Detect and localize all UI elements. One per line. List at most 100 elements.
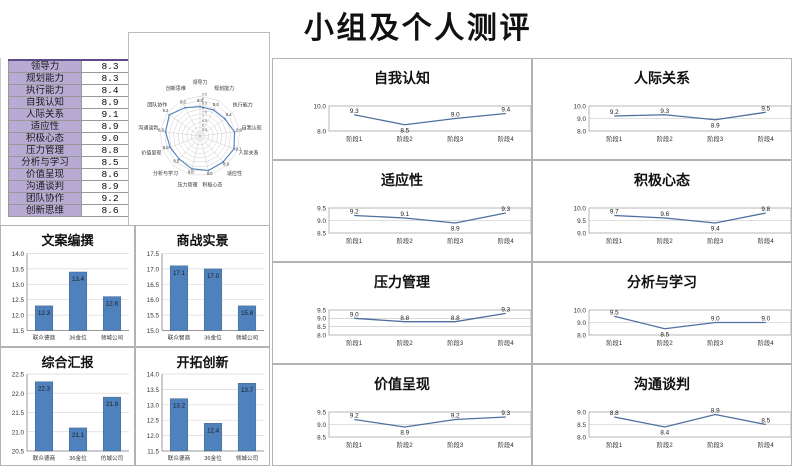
svg-text:8.8: 8.8 <box>400 315 409 322</box>
svg-text:阶段3: 阶段3 <box>447 134 464 143</box>
svg-text:7: 7 <box>202 115 204 119</box>
svg-text:领导力: 领导力 <box>192 79 207 86</box>
svg-text:自我认知: 自我认知 <box>242 125 262 132</box>
svg-text:9.6: 9.6 <box>660 211 669 218</box>
svg-text:8.5: 8.5 <box>400 127 409 134</box>
svg-text:20.5: 20.5 <box>12 449 25 456</box>
svg-text:9.2: 9.2 <box>350 413 359 420</box>
svg-text:36金位: 36金位 <box>69 334 87 342</box>
svg-text:8.0: 8.0 <box>577 332 586 339</box>
svg-text:9.0: 9.0 <box>711 316 720 323</box>
svg-text:9.5: 9.5 <box>761 105 770 112</box>
svg-text:13.7: 13.7 <box>241 387 254 394</box>
svg-text:阶段3: 阶段3 <box>707 440 724 449</box>
svg-text:8.5: 8.5 <box>317 324 326 331</box>
svg-text:11.5: 11.5 <box>12 328 24 335</box>
svg-text:9.0: 9.0 <box>577 320 586 327</box>
svg-text:阶段4: 阶段4 <box>498 338 515 347</box>
svg-text:压力管理: 压力管理 <box>178 181 198 188</box>
svg-text:8.9: 8.9 <box>711 408 720 415</box>
svg-text:22.3: 22.3 <box>38 386 51 393</box>
svg-text:8.0: 8.0 <box>317 332 326 339</box>
svg-text:8: 8 <box>202 106 204 110</box>
svg-text:17.0: 17.0 <box>207 273 220 280</box>
svg-text:阶段2: 阶段2 <box>397 440 414 449</box>
svg-text:阶段2: 阶段2 <box>397 134 414 143</box>
svg-text:9.5: 9.5 <box>317 205 326 212</box>
svg-text:阶段1: 阶段1 <box>346 440 363 449</box>
svg-text:联众德商: 联众德商 <box>168 454 191 462</box>
svg-text:9.0: 9.0 <box>451 112 460 119</box>
svg-text:9.4: 9.4 <box>501 107 510 114</box>
svg-text:价值呈现: 价值呈现 <box>141 149 161 156</box>
svg-text:8.8: 8.8 <box>188 169 194 174</box>
svg-text:8.9: 8.9 <box>158 127 164 132</box>
svg-text:22.5: 22.5 <box>12 372 25 379</box>
svg-text:9.0: 9.0 <box>317 316 326 323</box>
svg-text:阶段3: 阶段3 <box>447 338 464 347</box>
svg-text:8.5: 8.5 <box>577 422 586 429</box>
svg-text:人际关系: 人际关系 <box>239 149 259 156</box>
svg-text:8.5: 8.5 <box>317 434 326 441</box>
svg-text:8.3: 8.3 <box>213 102 219 107</box>
svg-text:7.5: 7.5 <box>202 110 207 114</box>
svg-text:9.0: 9.0 <box>350 312 359 319</box>
svg-text:15.5: 15.5 <box>147 313 160 320</box>
svg-text:14.0: 14.0 <box>12 251 25 258</box>
svg-text:阶段4: 阶段4 <box>498 440 515 449</box>
svg-text:规划能力: 规划能力 <box>214 85 234 92</box>
svg-text:9.5: 9.5 <box>202 93 207 97</box>
svg-text:阶段3: 阶段3 <box>707 236 724 245</box>
svg-text:9.2: 9.2 <box>610 109 619 116</box>
svg-text:9.0: 9.0 <box>761 316 770 323</box>
svg-text:领城公司: 领城公司 <box>101 334 123 342</box>
svg-text:阶段4: 阶段4 <box>758 338 775 347</box>
svg-text:12.0: 12.0 <box>147 433 160 440</box>
svg-text:12.6: 12.6 <box>106 301 119 308</box>
svg-text:13.0: 13.0 <box>12 282 25 289</box>
svg-text:9.0: 9.0 <box>207 171 213 176</box>
svg-text:5.5: 5.5 <box>202 128 207 132</box>
svg-text:联众智商: 联众智商 <box>168 334 191 342</box>
svg-text:9.3: 9.3 <box>501 410 510 417</box>
svg-text:17.5: 17.5 <box>147 251 160 258</box>
svg-text:阶段2: 阶段2 <box>397 338 414 347</box>
svg-text:17.1: 17.1 <box>173 270 186 277</box>
svg-text:8.5: 8.5 <box>202 101 207 105</box>
svg-text:阶段4: 阶段4 <box>758 440 775 449</box>
svg-text:12.0: 12.0 <box>12 313 25 320</box>
svg-text:8.5: 8.5 <box>317 230 326 237</box>
svg-text:22.0: 22.0 <box>12 391 25 398</box>
svg-text:8.9: 8.9 <box>451 226 460 233</box>
svg-text:阶段3: 阶段3 <box>447 236 464 245</box>
svg-text:9.2: 9.2 <box>350 209 359 216</box>
svg-text:11.5: 11.5 <box>147 449 159 456</box>
svg-text:17.0: 17.0 <box>147 266 160 273</box>
svg-text:8.6: 8.6 <box>163 145 169 150</box>
svg-text:15.0: 15.0 <box>147 328 160 335</box>
svg-text:8.9: 8.9 <box>223 161 229 166</box>
svg-text:12.5: 12.5 <box>147 418 160 425</box>
svg-text:13.2: 13.2 <box>173 403 186 410</box>
svg-text:阶段3: 阶段3 <box>707 338 724 347</box>
svg-text:执行能力: 执行能力 <box>233 101 253 108</box>
svg-text:8.0: 8.0 <box>317 128 326 135</box>
svg-text:12.4: 12.4 <box>207 427 220 434</box>
svg-text:9.3: 9.3 <box>350 108 359 115</box>
svg-text:9.3: 9.3 <box>501 206 510 213</box>
svg-text:6: 6 <box>202 124 204 128</box>
svg-text:14.0: 14.0 <box>147 372 160 379</box>
svg-text:阶段1: 阶段1 <box>346 236 363 245</box>
svg-text:仿城公司: 仿城公司 <box>101 454 123 462</box>
svg-text:13.4: 13.4 <box>72 276 85 283</box>
svg-text:团队协作: 团队协作 <box>147 101 167 108</box>
svg-text:9.0: 9.0 <box>577 116 586 123</box>
svg-text:阶段4: 阶段4 <box>758 134 775 143</box>
svg-text:10.0: 10.0 <box>574 205 587 212</box>
svg-text:阶段1: 阶段1 <box>346 134 363 143</box>
svg-text:阶段3: 阶段3 <box>447 440 464 449</box>
svg-text:适应性: 适应性 <box>227 170 242 177</box>
svg-text:21.9: 21.9 <box>106 401 119 408</box>
svg-text:阶段1: 阶段1 <box>346 338 363 347</box>
svg-text:领城公司: 领城公司 <box>236 454 258 462</box>
